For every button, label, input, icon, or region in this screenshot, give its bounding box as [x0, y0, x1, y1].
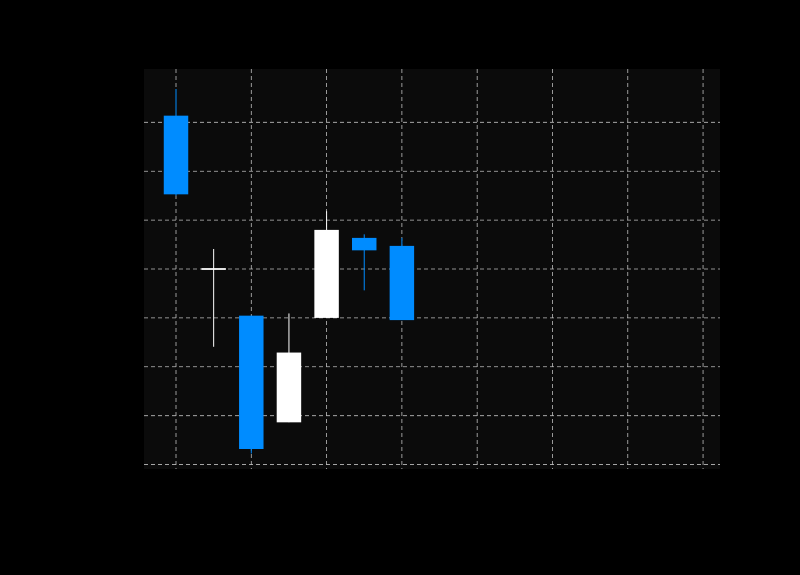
axis-ticks: 0 2 4 6 8 10 12 14 18.1 19.2 20.3 21.4 22.5 23.6 24.7 2…: [109, 115, 710, 490]
candle-3: [276, 313, 302, 423]
x-tick-label: 8: [473, 476, 481, 490]
y-tick-label: 22.5: [109, 262, 136, 276]
candle-2: [239, 315, 264, 454]
y-tick-label: 18.1: [109, 458, 136, 472]
candle-body: [352, 237, 377, 251]
x-tick-label: 10: [545, 476, 560, 490]
x-tick-label: 14: [695, 476, 710, 490]
y-tick-label: 20.3: [109, 360, 136, 374]
candle-1: [201, 249, 226, 347]
candle-body: [163, 115, 189, 195]
x-tick-label: 2: [247, 476, 255, 490]
candle-0: [163, 89, 189, 196]
grid: [144, 69, 720, 469]
y-tick-label: 24.7: [109, 164, 136, 178]
y-tick-label: 21.4: [109, 311, 136, 325]
candle-body: [276, 352, 302, 423]
candle-5: [352, 234, 377, 291]
candle-6: [389, 237, 415, 321]
candle-body: [389, 245, 415, 321]
y-tick-label: 19.2: [109, 409, 136, 423]
x-tick-label: 0: [172, 476, 180, 490]
y-tick-label: 25.8: [109, 115, 136, 129]
x-tick-label: 4: [323, 476, 331, 490]
candles: [163, 89, 415, 454]
y-tick-label: 23.6: [109, 213, 136, 227]
candle-body: [239, 315, 264, 449]
candle-body: [201, 268, 226, 270]
x-tick-label: 6: [398, 476, 406, 490]
x-tick-label: 12: [620, 476, 635, 490]
candle-4: [314, 211, 339, 318]
candle-body: [314, 229, 339, 318]
